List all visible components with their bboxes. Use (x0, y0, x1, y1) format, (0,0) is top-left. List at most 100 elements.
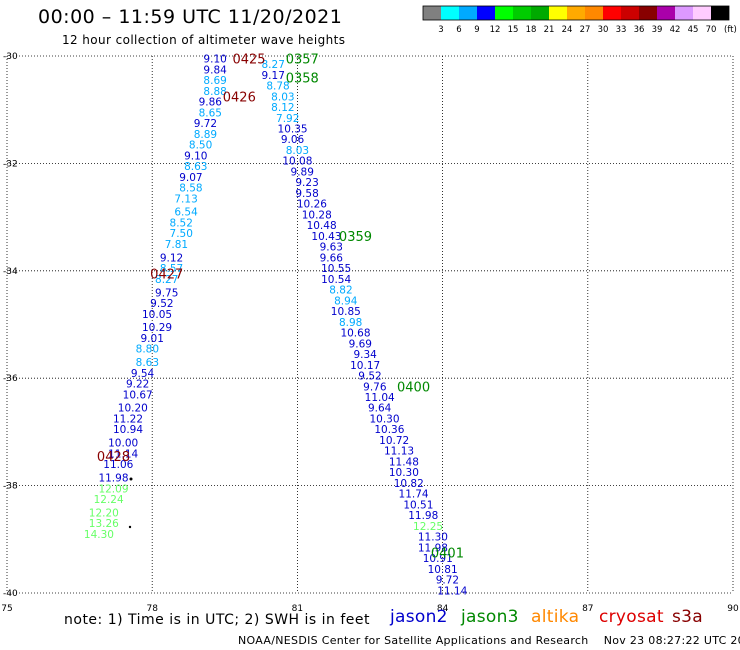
swh-label: 9.52 (150, 298, 173, 310)
pass-time-label: 0425 (232, 53, 265, 68)
swh-label: 10.81 (428, 564, 458, 576)
swh-label: 9.23 (295, 177, 318, 189)
swh-label: 10.29 (142, 322, 172, 334)
color-bar-label: 36 (634, 25, 645, 35)
swh-label: 9.54 (131, 368, 155, 380)
swh-label: 11.13 (384, 446, 414, 458)
swh-label: 12.24 (94, 494, 124, 506)
swh-label: 10.82 (394, 478, 424, 490)
color-bar-unit: (ft) (724, 25, 737, 35)
track-dot (129, 477, 133, 481)
swh-label: 10.05 (142, 309, 172, 321)
swh-label: 10.28 (302, 209, 332, 221)
swh-label: 9.84 (203, 64, 227, 76)
color-bar-label: 39 (652, 25, 663, 35)
grid-lines (6, 55, 734, 594)
color-bar-label: 33 (616, 25, 627, 35)
swh-label: 8.94 (334, 295, 358, 307)
swh-label: 9.64 (368, 403, 392, 415)
satellite-legend-jason3: jason3 (461, 607, 519, 627)
pass-time-label: 0359 (339, 230, 372, 245)
color-swatch (639, 6, 657, 20)
swh-label: 8.69 (203, 75, 226, 87)
swh-label: 8.98 (339, 317, 362, 329)
swh-label: 9.10 (184, 150, 207, 162)
satellite-legend-altika: altika (531, 607, 580, 627)
swh-label: 8.65 (199, 107, 222, 119)
axis-ticks: 75 78 81 84 87 90 -30 -32 -34 -36 -38 -40 (1, 52, 739, 614)
color-swatch (711, 6, 729, 20)
swh-label: 10.68 (340, 328, 370, 340)
satellite-legend-jason2: jason2 (390, 607, 448, 627)
swh-label: 8.50 (189, 140, 212, 152)
swh-label: 8.27 (155, 274, 178, 286)
color-bar-frame (422, 5, 730, 21)
color-bar-label: 3 (438, 25, 443, 35)
swh-label: 11.22 (113, 413, 143, 425)
swh-label: 7.50 (170, 228, 193, 240)
swh-label: 10.91 (423, 553, 453, 565)
time-annotations: 0425 0357 0358 0426 0359 0427 0400 0428 0401 (97, 53, 464, 562)
x-tick-label: 81 (292, 604, 303, 614)
swh-label: 9.66 (320, 252, 344, 264)
swh-label: 9.86 (199, 97, 223, 109)
swh-label: 11.06 (103, 459, 133, 471)
swh-label: 8.03 (286, 145, 309, 157)
swh-label: 8.88 (203, 86, 226, 98)
chart-subtitle: 12 hour collection of altimeter wave hei… (62, 33, 346, 47)
swh-label: 10.67 (123, 389, 153, 401)
swh-label: 8.82 (329, 285, 352, 297)
pass-time-label: 0357 (286, 53, 319, 68)
color-bar-label: 18 (526, 25, 537, 35)
swh-label: 10.30 (369, 413, 399, 425)
swh-label: 8.03 (271, 91, 294, 103)
swh-label: 8.27 (262, 59, 285, 71)
swh-label: 11.30 (418, 532, 448, 544)
y-tick-label: -32 (3, 159, 18, 169)
swh-label: 7.92 (276, 113, 299, 125)
color-swatch (441, 6, 459, 20)
swh-label: 8.63 (136, 357, 159, 369)
swh-label: 14.30 (84, 529, 114, 541)
swh-label: 8.52 (170, 217, 193, 229)
color-swatch (567, 6, 585, 20)
color-bar-label: 24 (562, 25, 573, 35)
color-bar-label: 21 (544, 25, 555, 35)
swh-label: 9.01 (141, 333, 164, 345)
y-tick-label: -34 (3, 267, 18, 277)
color-bar-label: 12 (490, 25, 501, 35)
color-swatch (423, 6, 441, 20)
swh-label: 9.75 (155, 287, 178, 299)
swh-label: 11.98 (418, 542, 448, 554)
swh-label: 9.10 (203, 54, 226, 66)
swh-label: 9.89 (291, 166, 314, 178)
swh-label: 10.36 (374, 424, 404, 436)
y-tick-label: -36 (3, 374, 18, 384)
swh-label: 9.12 (160, 252, 183, 264)
color-scale-legend: 3 6 9 12 15 18 21 24 27 30 33 36 39 42 45 70 (ft) (422, 5, 737, 35)
swh-label: 11.14 (437, 585, 467, 597)
color-swatch (675, 6, 693, 20)
swh-label: 10.20 (118, 403, 148, 415)
color-bar-label: 6 (456, 25, 461, 35)
color-swatch (693, 6, 711, 20)
swh-label: 10.35 (278, 123, 308, 135)
swh-label: 7.81 (165, 239, 188, 251)
swh-label: 9.69 (349, 338, 372, 350)
track-dot (128, 525, 132, 529)
swh-label: 9.34 (353, 349, 377, 361)
swh-label: 9.22 (126, 379, 149, 391)
data-labels: 9.109.848.698.889.868.659.728.898.509.10… (84, 54, 468, 598)
swh-label: 11.14 (108, 448, 138, 460)
swh-label: 6.54 (174, 207, 198, 219)
swh-label: 11.74 (399, 489, 429, 501)
swh-label: 10.55 (321, 263, 351, 275)
satellite-legend-s3a: s3a (672, 607, 703, 627)
pass-time-label: 0401 (431, 547, 464, 562)
color-bar-label: 42 (670, 25, 681, 35)
swh-label: 8.63 (184, 161, 207, 173)
color-bar-label: 45 (688, 25, 699, 35)
pass-time-label: 0427 (150, 267, 183, 282)
color-swatch (531, 6, 549, 20)
